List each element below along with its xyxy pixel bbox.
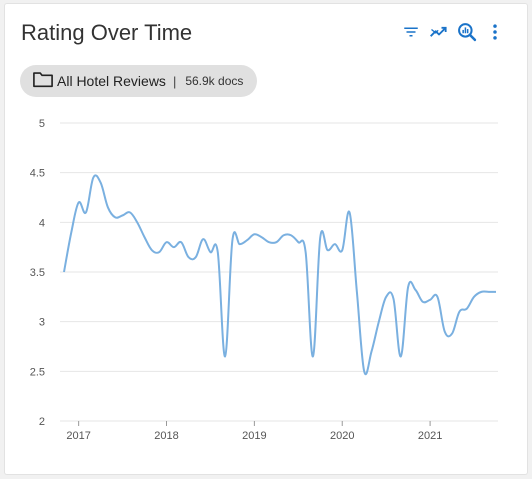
x-tick-label: 2017 xyxy=(66,430,90,442)
x-tick-label: 2020 xyxy=(330,430,354,442)
source-label: All Hotel Reviews xyxy=(57,73,166,89)
widget-toolbar xyxy=(401,22,505,42)
x-tick-label: 2021 xyxy=(418,430,442,442)
doc-count: 56.9k docs xyxy=(185,74,244,88)
rating-over-time-card: Rating Over Time xyxy=(5,4,527,474)
y-tick-label: 4.5 xyxy=(30,168,45,180)
y-tick-label: 3 xyxy=(39,317,45,329)
y-tick-label: 2 xyxy=(39,416,45,428)
source-chip[interactable]: All Hotel Reviews | 56.9k docs xyxy=(20,65,258,97)
widget-title: Rating Over Time xyxy=(21,20,193,45)
y-tick-label: 5 xyxy=(39,118,45,130)
folder-icon xyxy=(32,69,54,94)
more-vert-icon[interactable] xyxy=(485,22,505,42)
y-tick-label: 2.5 xyxy=(30,366,45,378)
zoom-insights-icon[interactable] xyxy=(457,22,477,42)
y-tick-label: 4 xyxy=(39,217,45,229)
x-tick-label: 2018 xyxy=(154,430,178,442)
y-tick-label: 3.5 xyxy=(30,267,45,279)
trending-icon[interactable] xyxy=(429,22,449,42)
source-separator: | xyxy=(172,73,177,89)
rating-series-line xyxy=(63,174,496,376)
x-tick-label: 2019 xyxy=(242,430,266,442)
filter-list-icon[interactable] xyxy=(401,22,421,42)
